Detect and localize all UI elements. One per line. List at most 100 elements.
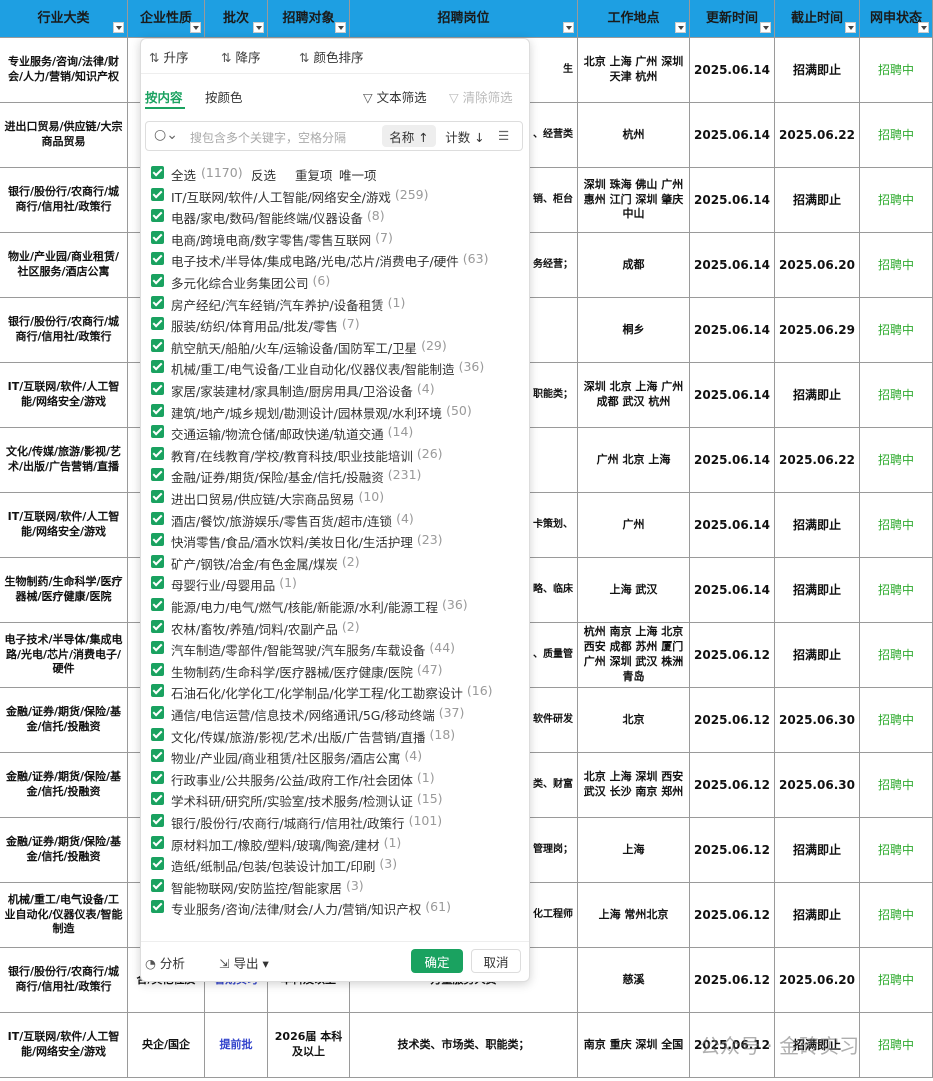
settings-icon[interactable]: ☰ <box>498 128 510 143</box>
checkbox[interactable] <box>151 403 164 417</box>
checkbox[interactable] <box>151 598 164 611</box>
order-count[interactable]: 计数 ↓ <box>445 129 485 145</box>
checkbox[interactable] <box>151 209 164 223</box>
checkbox[interactable] <box>151 166 164 179</box>
ok-button[interactable]: 确定 <box>411 949 463 973</box>
checkbox[interactable] <box>151 187 164 201</box>
filter-dropdown[interactable] <box>918 22 929 33</box>
checkbox[interactable] <box>151 727 164 741</box>
cancel-button[interactable]: 取消 <box>471 949 521 973</box>
filter-item[interactable]: 服装/纺织/体育用品/批发/零售 (7) <box>151 316 360 335</box>
checkbox[interactable] <box>151 770 164 784</box>
filter-item[interactable]: 交通运输/物流仓储/邮政快递/轨道交通 (14) <box>151 424 413 443</box>
checkbox[interactable] <box>151 900 164 914</box>
filter-item[interactable]: 航空航天/船舶/火车/运输设备/国防军工/卫星 (29) <box>151 338 447 357</box>
list-action[interactable]: 唯一项 <box>339 168 377 183</box>
filter-item[interactable]: 银行/股份行/农商行/城商行/信用社/政策行 (101) <box>151 813 442 832</box>
filter-item[interactable]: 农林/畜牧/养殖/饲料/农副产品 (2) <box>151 619 360 638</box>
filter-dropdown[interactable] <box>760 22 771 33</box>
checkbox[interactable] <box>151 662 164 676</box>
checkbox[interactable] <box>151 684 164 698</box>
filter-item[interactable]: 造纸/纸制品/包装/包装设计加工/印刷 (3) <box>151 856 397 875</box>
filter-item[interactable]: IT/互联网/软件/人工智能/网络安全/游戏 (259) <box>151 187 429 206</box>
filter-item[interactable]: 文化/传媒/旅游/影视/艺术/出版/广告营销/直播 (18) <box>151 727 455 746</box>
filter-item[interactable]: 房产经纪/汽车经销/汽车养护/设备租赁 (1) <box>151 295 405 314</box>
filter-item[interactable]: 教育/在线教育/学校/教育科技/职业技能培训 (26) <box>151 446 443 465</box>
cell-industry: 机械/重工/电气设备/工业自动化/仪器仪表/智能制造 <box>0 883 128 948</box>
filter-item[interactable]: 石油石化/化学化工/化学制品/化学工程/化工勘察设计 (16) <box>151 683 493 702</box>
checkbox[interactable] <box>151 878 164 892</box>
sort-color[interactable]: ⇅ 颜色排序 <box>299 50 364 65</box>
checkbox[interactable] <box>151 230 164 244</box>
checkbox[interactable] <box>151 317 164 331</box>
filter-item[interactable]: 快消零售/食品/酒水饮料/美妆日化/生活护理 (23) <box>151 532 443 551</box>
item-count: (16) <box>466 683 493 699</box>
checkbox[interactable] <box>151 792 164 806</box>
filter-item[interactable]: 生物制药/生命科学/医疗器械/医疗健康/医院 (47) <box>151 662 443 681</box>
filter-dropdown[interactable] <box>675 22 686 33</box>
clear-filter[interactable]: ▽ 清除筛选 <box>449 90 513 105</box>
filter-dropdown[interactable] <box>335 22 346 33</box>
checkbox[interactable] <box>151 511 164 525</box>
filter-dropdown[interactable] <box>563 22 574 33</box>
filter-item[interactable]: 原材料加工/橡胶/塑料/玻璃/陶瓷/建材 (1) <box>151 835 401 854</box>
sort-desc[interactable]: ⇅ 降序 <box>221 50 261 65</box>
checkbox[interactable] <box>151 749 164 763</box>
search-box[interactable]: ○⌄ 搜包含多个关键字，空格分隔 名称 ↑ 计数 ↓ ☰ <box>145 121 523 151</box>
filter-item[interactable]: 进出口贸易/供应链/大宗商品贸易 (10) <box>151 489 384 508</box>
tab-underline <box>145 107 185 109</box>
filter-item[interactable]: 建筑/地产/城乡规划/勘测设计/园林景观/水利环境 (50) <box>151 403 472 422</box>
checkbox[interactable] <box>151 468 164 482</box>
analyze-label: 分析 <box>159 956 185 971</box>
analyze[interactable]: ◔ 分析 <box>145 956 185 971</box>
filter-item[interactable]: 电商/跨境电商/数字零售/零售互联网 (7) <box>151 230 393 249</box>
filter-item[interactable]: 专业服务/咨询/法律/财会/人力/营销/知识产权 (61) <box>151 899 451 918</box>
filter-item[interactable]: 母婴行业/母婴用品 (1) <box>151 575 297 594</box>
filter-dropdown[interactable] <box>113 22 124 33</box>
checkbox[interactable] <box>151 338 164 352</box>
checkbox[interactable] <box>151 619 164 633</box>
tab-content[interactable]: 按内容 <box>145 90 183 105</box>
filter-item[interactable]: 智能物联网/安防监控/智能家居 (3) <box>151 878 364 897</box>
list-action[interactable]: 反选 <box>251 168 277 183</box>
checkbox[interactable] <box>151 446 164 460</box>
checkbox[interactable] <box>151 576 164 590</box>
filter-item[interactable]: 矿产/钢铁/冶金/有色金属/煤炭 (2) <box>151 554 360 573</box>
filter-dropdown[interactable] <box>190 22 201 33</box>
checkbox[interactable] <box>151 425 164 439</box>
filter-item[interactable]: 电器/家电/数码/智能终端/仪器设备 (8) <box>151 208 385 227</box>
filter-item[interactable]: 通信/电信运营/信息技术/网络通讯/5G/移动终端 (37) <box>151 705 464 724</box>
checkbox[interactable] <box>151 706 164 719</box>
filter-item[interactable]: 酒店/餐饮/旅游娱乐/零售百货/超市/连锁 (4) <box>151 511 414 530</box>
checkbox[interactable] <box>151 490 164 503</box>
checkbox[interactable] <box>151 814 164 827</box>
filter-item[interactable]: 汽车制造/零部件/智能驾驶/汽车服务/车载设备 (44) <box>151 640 455 659</box>
text-filter[interactable]: ▽ 文本筛选 <box>363 90 427 105</box>
checkbox[interactable] <box>151 252 164 266</box>
checkbox[interactable] <box>151 274 164 287</box>
checkbox[interactable] <box>151 857 164 871</box>
filter-dropdown[interactable] <box>253 22 264 33</box>
export[interactable]: ⇲ 导出 ▾ <box>219 956 269 971</box>
tab-color[interactable]: 按颜色 <box>205 90 243 105</box>
filter-item[interactable]: 金融/证券/期货/保险/基金/信托/投融资 (231) <box>151 467 421 486</box>
filter-item[interactable]: 行政事业/公共服务/公益/政府工作/社会团体 (1) <box>151 770 435 789</box>
checkbox[interactable] <box>151 641 164 655</box>
filter-item[interactable]: 多元化综合业务集团公司 (6) <box>151 273 330 292</box>
checkbox[interactable] <box>151 554 164 568</box>
filter-item[interactable]: 能源/电力/电气/燃气/核能/新能源/水利/能源工程 (36) <box>151 597 468 616</box>
checkbox[interactable] <box>151 835 164 849</box>
filter-dropdown[interactable] <box>845 22 856 33</box>
checkbox[interactable] <box>151 382 164 395</box>
checkbox[interactable] <box>151 533 164 547</box>
filter-item[interactable]: 家居/家装建材/家具制造/厨房用具/卫浴设备 (4) <box>151 381 435 400</box>
list-action[interactable]: 重复项 <box>295 168 333 183</box>
filter-item[interactable]: 机械/重工/电气设备/工业自动化/仪器仪表/智能制造 (36) <box>151 359 484 378</box>
order-name[interactable]: 名称 ↑ <box>382 125 436 147</box>
checkbox[interactable] <box>151 360 164 374</box>
sort-asc[interactable]: ⇅ 升序 <box>149 50 189 65</box>
filter-item[interactable]: 电子技术/半导体/集成电路/光电/芯片/消费电子/硬件 (63) <box>151 251 488 270</box>
filter-item[interactable]: 学术科研/研究所/实验室/技术服务/检测认证 (15) <box>151 791 443 810</box>
checkbox[interactable] <box>151 295 164 309</box>
filter-item[interactable]: 物业/产业园/商业租赁/社区服务/酒店公寓 (4) <box>151 748 422 767</box>
